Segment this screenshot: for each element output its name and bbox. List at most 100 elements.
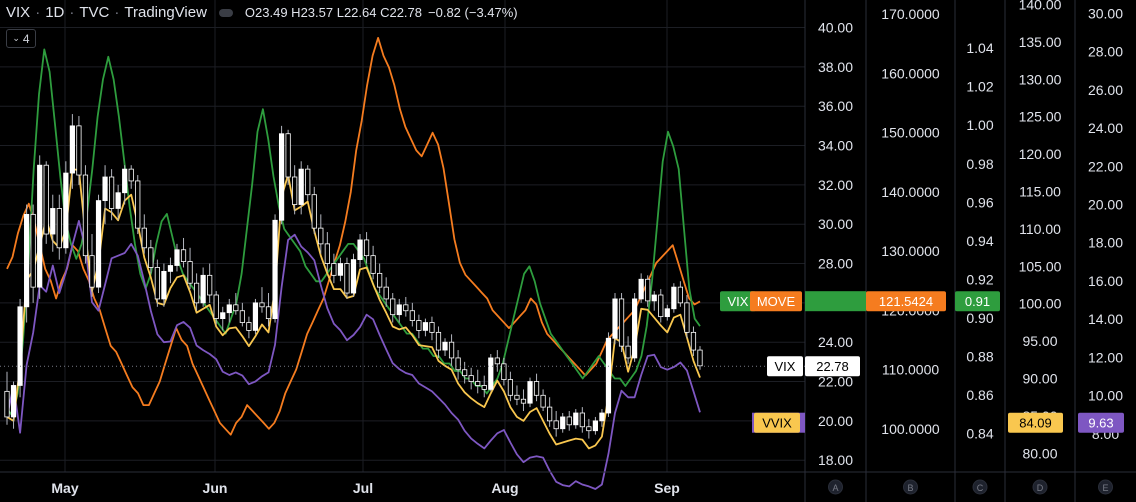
axis-tick-label: 32.00: [818, 177, 853, 193]
move-last-value: 121.5424: [879, 294, 933, 309]
axis-tick-label: 22.00: [818, 374, 853, 390]
axis-tick-label: 1.02: [966, 79, 993, 95]
interval[interactable]: 1D: [45, 4, 65, 21]
axis-tick-label: 125.00: [1019, 109, 1062, 125]
candle-body: [180, 249, 187, 262]
candle-body: [553, 420, 559, 430]
vix-last-value-box: [805, 356, 860, 377]
vix-ratio-last-value-box: [955, 291, 1000, 312]
vvix-name-label: VVIX: [762, 416, 792, 431]
candle-body: [599, 412, 605, 422]
axis-tick-label: 0.90: [966, 310, 993, 326]
candle-body: [396, 304, 402, 316]
vvix-last-value-box: [1008, 412, 1063, 433]
axis-tick-label: 90.00: [1022, 370, 1057, 386]
candle-body: [187, 261, 193, 284]
axis-tick-label: 1.04: [966, 40, 993, 56]
axis-tick-label: 28.00: [1088, 44, 1123, 60]
candle-body: [56, 208, 62, 249]
candle-body: [122, 168, 128, 194]
candle-body: [435, 331, 442, 351]
candle-body: [370, 255, 376, 274]
candle-body: [161, 270, 167, 300]
vix-ratio-axis-highlight: [805, 291, 866, 312]
axis-letter: D: [1037, 483, 1044, 493]
candle-body: [115, 192, 121, 209]
axis-letter: E: [1102, 483, 1108, 493]
candle-body: [690, 331, 697, 351]
axis-tick-label: 0.98: [966, 156, 993, 172]
vix-name-label-box: [767, 356, 803, 377]
axis-tick-label: 16.00: [1088, 273, 1123, 289]
axis-tick-label: 1.00: [966, 117, 993, 133]
candle-body: [527, 381, 533, 404]
axis-tick-label: 130.00: [1019, 71, 1062, 87]
candle-body: [37, 164, 43, 288]
chart-header: VIX · 1D · TVC · TradingView O23.49 H23.…: [6, 4, 518, 21]
candle-body: [233, 304, 239, 312]
price-change: −0.82 (−3.47%): [428, 5, 518, 20]
axis-tick-label: 26.00: [1088, 82, 1123, 98]
candle-body: [272, 219, 278, 319]
time-axis-label: Sep: [654, 480, 680, 496]
vvix-last-value: 84.09: [1019, 416, 1052, 431]
time-axis: May Jun Jul Aug Sep: [51, 480, 679, 496]
candle-body: [30, 213, 36, 288]
axis-tick-label: 0.84: [966, 425, 993, 441]
candle-body: [442, 341, 448, 351]
axis-tick-label: 30.00: [818, 216, 853, 232]
time-axis-label: May: [51, 480, 78, 496]
vix-name-label: VIX: [775, 359, 796, 374]
candle-body: [429, 322, 435, 333]
candle-body: [265, 306, 272, 319]
move-name-label: MOVE: [757, 294, 796, 309]
candle-body: [416, 320, 422, 331]
candle-body: [403, 304, 409, 312]
axis-tick-label: 10.00: [1088, 388, 1123, 404]
candle-body: [305, 168, 311, 196]
time-axis-label: Jun: [203, 480, 228, 496]
purple-last-value-box: [1078, 412, 1124, 433]
candle-body: [632, 298, 638, 359]
candle-body: [363, 239, 370, 257]
candle-body: [344, 263, 350, 294]
axis-tick-label: 110.00: [1019, 221, 1061, 237]
candle-body: [547, 406, 553, 422]
candle-body: [278, 133, 285, 221]
candle-body: [357, 239, 363, 261]
axis-letter: C: [977, 483, 984, 493]
candle-body: [514, 394, 520, 400]
candle-body: [677, 286, 683, 304]
axis-tick-label: 30.00: [1088, 5, 1123, 21]
candle-body: [671, 286, 677, 310]
axis-tick-label: 0.88: [966, 348, 993, 364]
indicators-toggle[interactable]: ⌄ 4: [6, 29, 36, 48]
axis-tick-label: 80.00: [1022, 445, 1057, 461]
candle-body: [697, 349, 703, 367]
candle-body: [481, 385, 487, 390]
candle-body: [63, 172, 69, 249]
candle-body: [566, 416, 572, 426]
axis-tick-label: 18.00: [818, 452, 853, 468]
candle-body: [239, 310, 245, 323]
axis-letter-badge: [1098, 479, 1113, 495]
symbol[interactable]: VIX: [6, 4, 31, 21]
candle-body: [246, 322, 252, 331]
candle-body: [10, 385, 17, 418]
candle-body: [468, 375, 474, 382]
axis-tick-label: 140.00: [1019, 0, 1062, 12]
candle-body: [560, 416, 566, 430]
source: TradingView: [124, 4, 207, 21]
candle-body: [625, 345, 631, 359]
axis-tick-label: 95.00: [1022, 333, 1057, 349]
candle-body: [390, 298, 396, 316]
candle-body: [520, 398, 527, 404]
candle-body: [448, 341, 455, 359]
axis-tick-label: 100.00: [1019, 296, 1062, 312]
axis-tick-label: 160.0000: [881, 65, 940, 81]
axis-tick-label: 38.00: [818, 59, 853, 75]
axis-tick-label: 20.00: [818, 413, 853, 429]
axis-tick-label: 18.00: [1088, 235, 1123, 251]
candle-body: [612, 298, 618, 339]
